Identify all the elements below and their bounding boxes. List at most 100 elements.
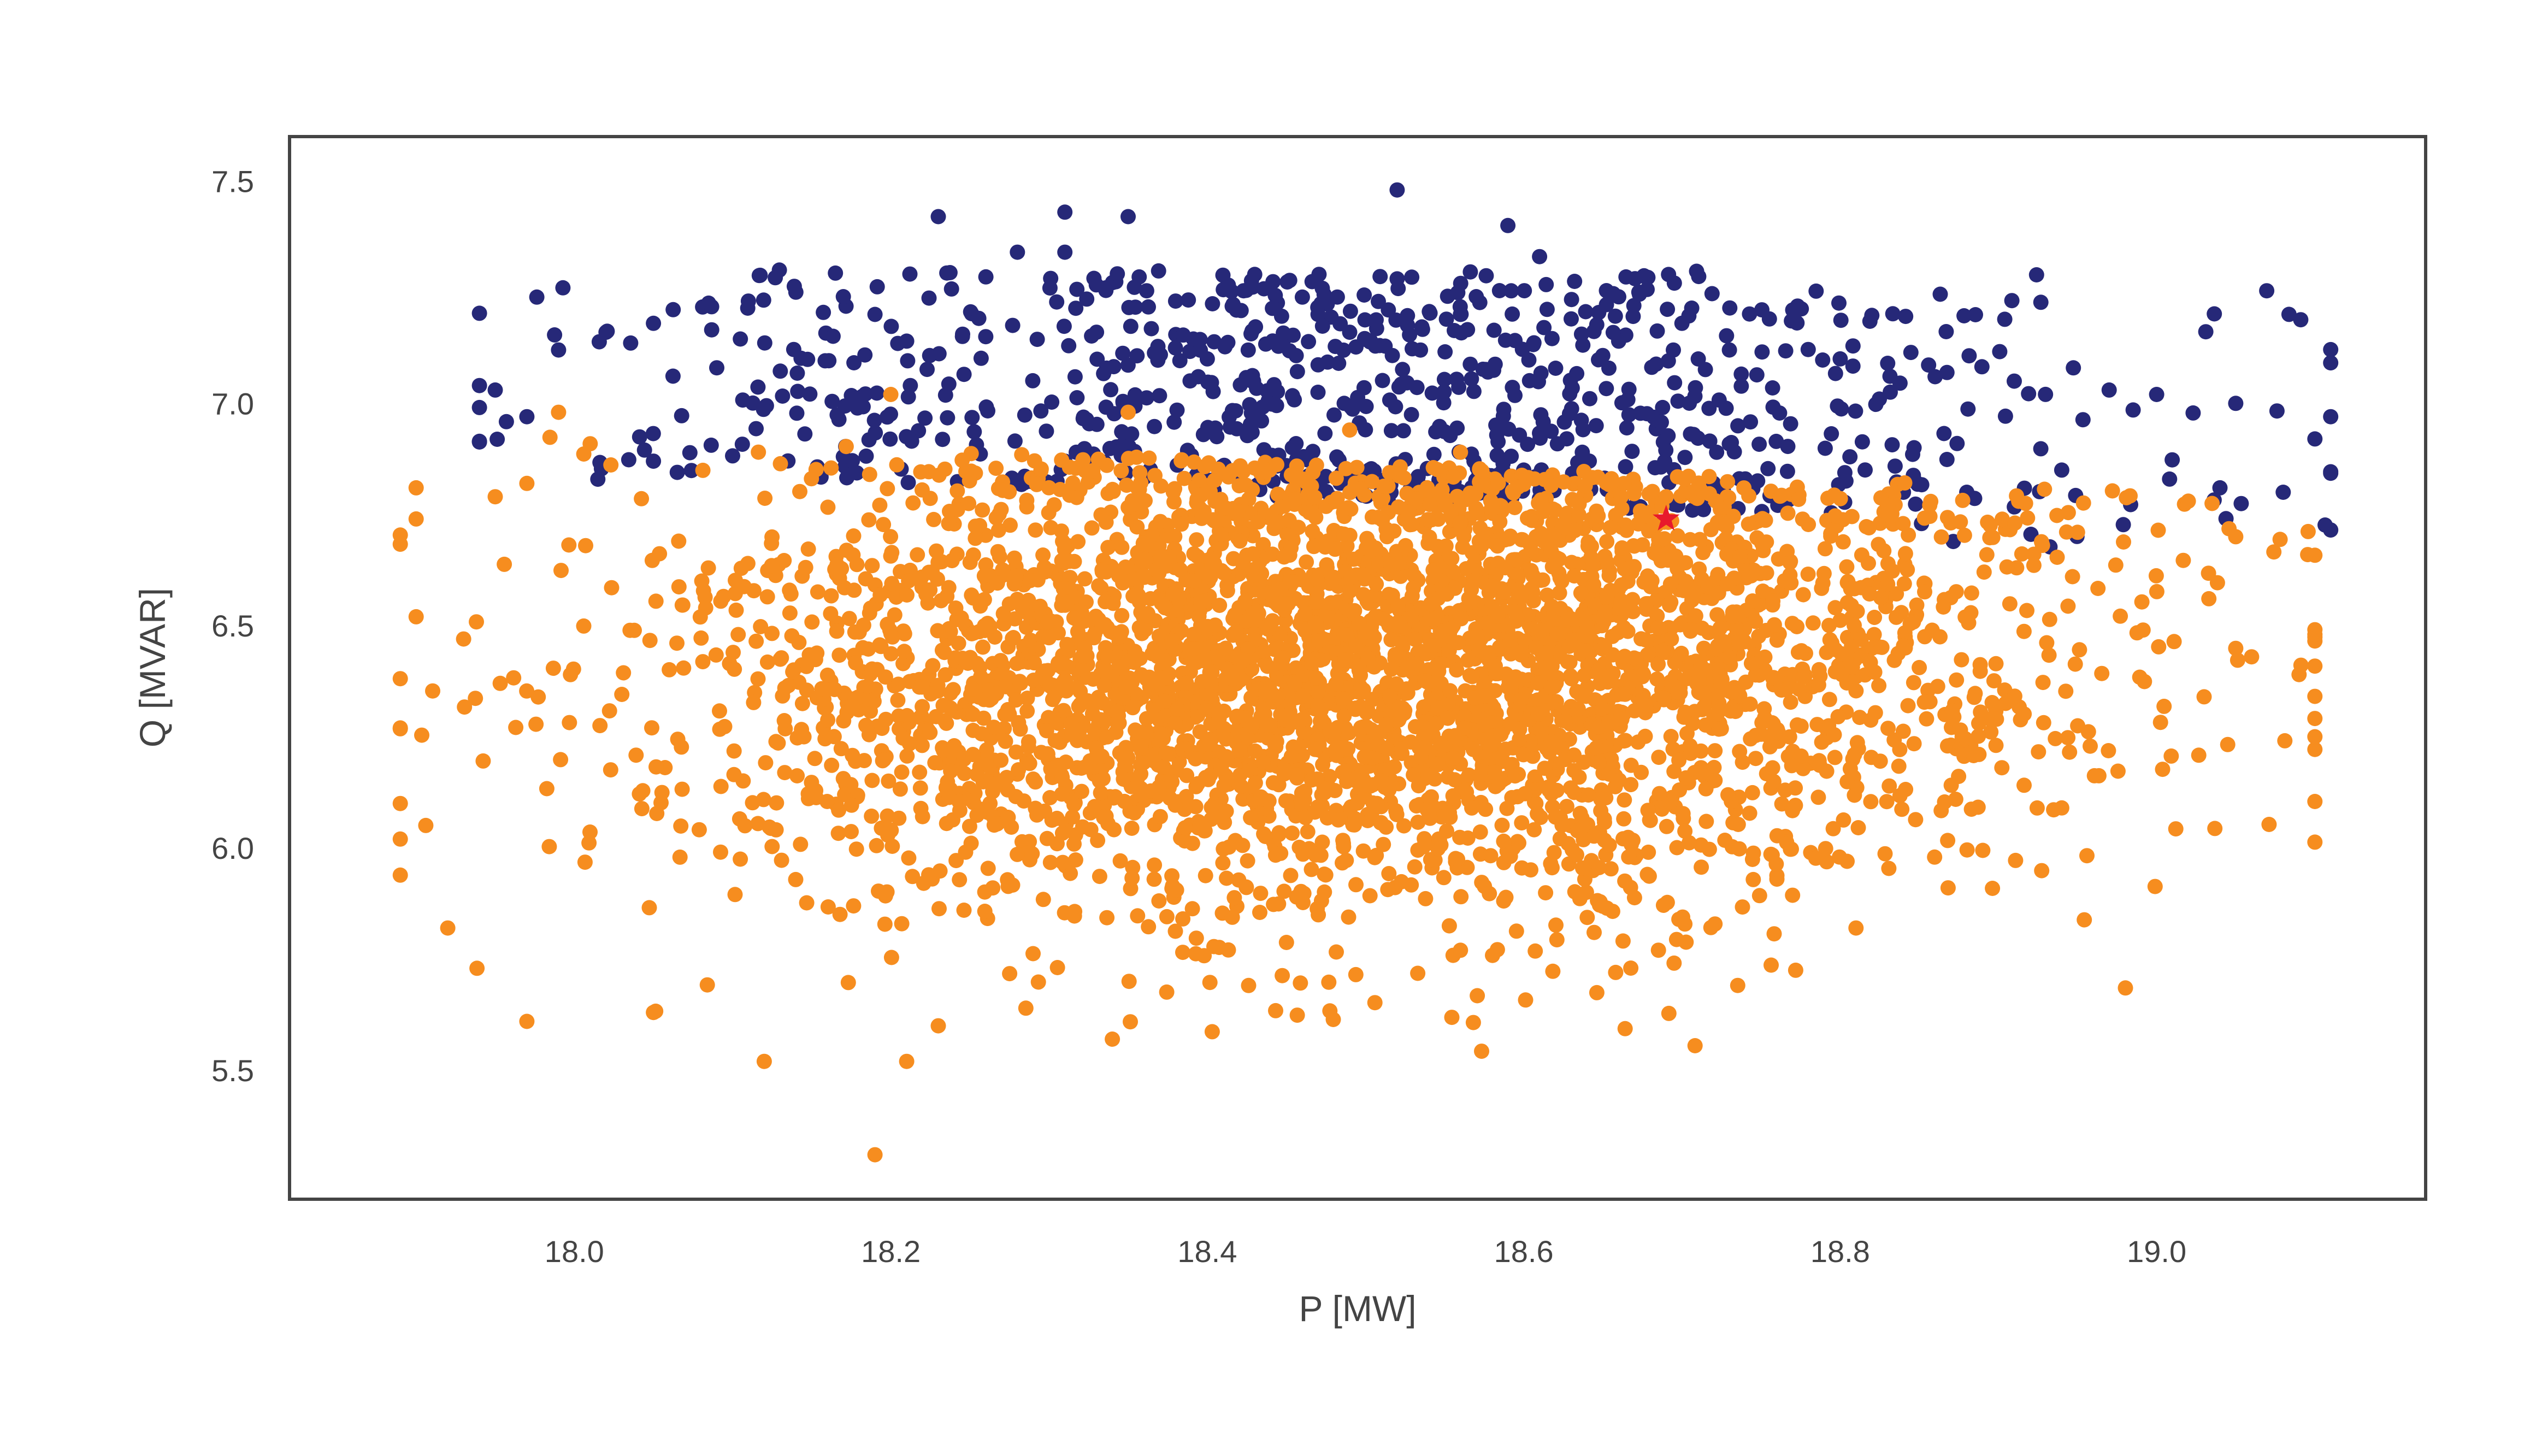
orange-scatter-point <box>1236 652 1251 668</box>
navy-scatter-point <box>740 293 756 309</box>
navy-scatter-point <box>1655 399 1671 415</box>
navy-scatter-point <box>1733 378 1749 394</box>
orange-scatter-point <box>1109 704 1125 720</box>
orange-scatter-point <box>2191 747 2207 763</box>
orange-scatter-point <box>1263 717 1278 733</box>
orange-scatter-point <box>1862 586 1878 602</box>
orange-scatter-point <box>1478 615 1494 631</box>
navy-scatter-point <box>757 335 772 351</box>
orange-scatter-point <box>581 835 597 851</box>
orange-scatter-point <box>1218 731 1234 747</box>
orange-scatter-point <box>1827 750 1843 765</box>
orange-scatter-point <box>899 587 915 603</box>
orange-scatter-point <box>1526 471 1542 487</box>
orange-scatter-point <box>1933 529 1949 545</box>
orange-scatter-point <box>942 624 958 639</box>
orange-scatter-point <box>944 553 960 569</box>
orange-scatter-point <box>1092 773 1107 789</box>
orange-scatter-point <box>1456 709 1472 724</box>
navy-scatter-point <box>1815 352 1831 368</box>
orange-scatter-point <box>2307 794 2323 809</box>
navy-scatter-point <box>1240 342 1256 358</box>
orange-scatter-point <box>1322 723 1338 739</box>
orange-scatter-point <box>1966 748 1981 763</box>
navy-scatter-point <box>471 399 487 415</box>
orange-scatter-point <box>1188 751 1204 767</box>
navy-scatter-point <box>964 410 980 426</box>
navy-scatter-point <box>1007 433 1023 449</box>
orange-scatter-point <box>1131 620 1147 635</box>
navy-scatter-point <box>1539 302 1555 317</box>
orange-scatter-point <box>1490 609 1506 624</box>
navy-scatter-point <box>1760 461 1776 476</box>
orange-scatter-point <box>1765 593 1781 609</box>
orange-scatter-point <box>1602 668 1618 684</box>
orange-scatter-point <box>1765 716 1781 732</box>
orange-scatter-point <box>726 743 742 759</box>
navy-scatter-point <box>1690 431 1706 446</box>
orange-scatter-point <box>1055 655 1071 671</box>
orange-scatter-point <box>1008 744 1024 760</box>
orange-scatter-point <box>1322 769 1337 785</box>
orange-scatter-point <box>1156 759 1171 775</box>
orange-scatter-point <box>789 768 805 783</box>
orange-scatter-point <box>1039 723 1054 739</box>
navy-scatter-point <box>1329 449 1344 465</box>
navy-scatter-point <box>1466 384 1482 399</box>
navy-scatter-point <box>2269 403 2285 419</box>
navy-scatter-point <box>1742 306 1757 322</box>
navy-scatter-point <box>623 335 639 351</box>
orange-scatter-point <box>759 589 775 605</box>
orange-scatter-point <box>926 511 942 527</box>
orange-scatter-point <box>1909 597 1925 613</box>
orange-scatter-point <box>1616 811 1632 827</box>
orange-scatter-point <box>1341 500 1356 516</box>
orange-scatter-point <box>1449 662 1465 678</box>
orange-scatter-point <box>1014 599 1030 615</box>
orange-scatter-point <box>2151 639 2167 655</box>
orange-scatter-point <box>988 510 1004 526</box>
orange-scatter-point <box>1612 600 1628 616</box>
orange-scatter-point <box>1137 552 1153 568</box>
orange-scatter-point <box>1573 585 1589 601</box>
orange-scatter-point <box>1748 728 1764 744</box>
orange-scatter-point <box>2016 623 2032 639</box>
orange-scatter-point <box>1161 549 1177 564</box>
navy-scatter-point <box>1532 249 1548 264</box>
navy-scatter-point <box>789 366 805 381</box>
orange-scatter-point <box>1821 692 1837 708</box>
navy-scatter-point <box>1765 380 1780 396</box>
orange-scatter-point <box>1571 506 1586 522</box>
orange-scatter-point <box>927 755 943 771</box>
orange-scatter-point <box>952 872 968 888</box>
orange-scatter-point <box>1659 818 1674 834</box>
navy-scatter-point <box>1317 426 1333 441</box>
orange-scatter-point <box>2307 658 2323 674</box>
orange-scatter-point <box>1763 846 1779 862</box>
orange-scatter-point <box>1963 605 1979 621</box>
orange-scatter-point <box>884 545 900 561</box>
orange-scatter-point <box>1692 685 1708 701</box>
orange-scatter-point <box>672 849 688 865</box>
navy-scatter-point <box>1044 394 1060 410</box>
orange-scatter-point <box>1063 865 1078 881</box>
orange-scatter-point <box>990 522 1006 538</box>
orange-scatter-point <box>1130 908 1146 924</box>
orange-scatter-point <box>1567 884 1583 900</box>
orange-scatter-point <box>691 822 707 838</box>
orange-scatter-point <box>1310 698 1325 714</box>
orange-scatter-point <box>1821 617 1837 633</box>
navy-scatter-point <box>748 421 764 437</box>
orange-scatter-point <box>1715 516 1731 532</box>
orange-scatter-point <box>1188 930 1204 946</box>
orange-scatter-point <box>969 767 985 782</box>
orange-scatter-point <box>616 665 632 681</box>
orange-scatter-point <box>1678 934 1694 950</box>
navy-scatter-point <box>1772 405 1788 421</box>
navy-scatter-point <box>1320 354 1335 370</box>
orange-scatter-point <box>2307 688 2323 704</box>
orange-scatter-point <box>1603 861 1619 877</box>
orange-scatter-point <box>1085 671 1101 687</box>
orange-scatter-point <box>798 559 813 575</box>
navy-scatter-point <box>1721 342 1737 358</box>
